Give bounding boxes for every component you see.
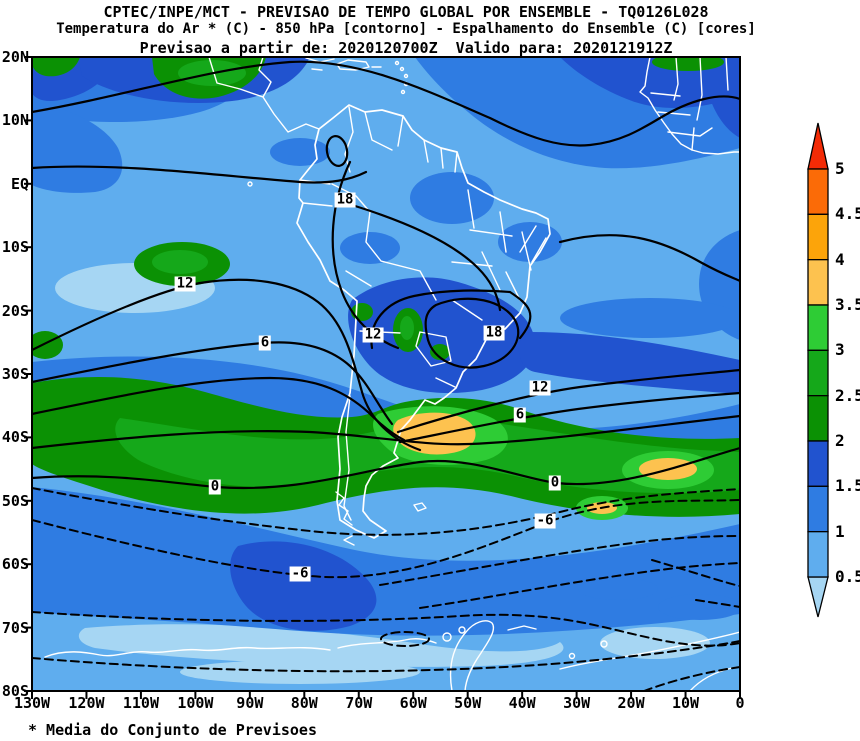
colorbar-arrow	[807, 122, 829, 170]
colorbar-tick-label: 5	[835, 159, 845, 178]
contour-label: 18	[334, 191, 356, 208]
lat-tick-label: 80S	[1, 682, 29, 700]
colorbar-tick-label: 1	[835, 521, 845, 541]
colorbar-tick-label: 1.5	[835, 476, 860, 496]
colorbar-segment	[807, 304, 829, 351]
contour-label: 12	[529, 379, 551, 396]
contour-label: 12	[362, 326, 384, 343]
contour-label: 18	[483, 324, 505, 341]
lat-tick-label: 40S	[1, 428, 29, 447]
lon-tick-label: 100W	[177, 694, 214, 712]
colorbar-tick-label: 4.5	[835, 204, 860, 224]
lon-tick-label: 120W	[68, 694, 105, 712]
colorbar-segment	[807, 440, 829, 487]
lon-tick-label: 70W	[345, 694, 373, 712]
lon-tick-label: 30W	[563, 694, 591, 712]
chart-title: CPTEC/INPE/MCT - PREVISAO DE TEMPO GLOBA…	[103, 3, 709, 21]
colorbar-segment	[807, 259, 829, 306]
lon-tick-label: 40W	[508, 694, 536, 712]
colorbar-arrow	[807, 576, 829, 618]
lat-tick-label: 30S	[1, 365, 29, 383]
colorbar-tick-label: 2.5	[835, 385, 860, 405]
contour-label: 0	[548, 474, 562, 491]
contour-label: -6	[534, 512, 556, 529]
colorbar-tick-label: 3.5	[835, 295, 860, 314]
colorbar-tick-label: 4	[835, 249, 845, 269]
chart-subtitle: Temperatura do Ar * (C) - 850 hPa [conto…	[56, 21, 756, 37]
lat-tick-label: 20N	[1, 48, 29, 66]
chart-valid-line: Previsao a partir de: 2020120700Z Valido…	[139, 39, 673, 57]
lon-tick-label: 10W	[671, 694, 700, 712]
colorbar-segment	[807, 485, 829, 533]
lon-tick-label: 50W	[454, 694, 482, 712]
colorbar-segment	[807, 168, 829, 215]
lon-tick-label: 130W	[13, 694, 51, 712]
contour-label: 6	[258, 334, 272, 351]
lon-tick-label: 0	[735, 694, 745, 712]
footnote: * Media do Conjunto de Previsoes	[28, 721, 317, 739]
lat-tick-label: 10N	[1, 111, 29, 130]
lat-tick-label: 10S	[1, 238, 29, 257]
lat-tick-label: 20S	[1, 301, 29, 320]
lat-tick-label: 50S	[1, 491, 29, 510]
lat-tick-label: 70S	[1, 618, 29, 637]
colorbar-segment	[807, 349, 829, 397]
lat-tick-label: EQ	[10, 174, 29, 193]
contour-label: -6	[289, 565, 311, 582]
axis-ticks	[24, 56, 741, 699]
spread-shading-layer	[32, 57, 740, 691]
lon-tick-label: 60W	[399, 694, 427, 712]
colorbar-tick-label: 2	[835, 431, 845, 450]
contour-label: 0	[208, 478, 222, 495]
lat-tick-label: 60S	[1, 555, 29, 574]
lon-tick-label: 110W	[122, 694, 159, 712]
map-frame	[31, 56, 741, 692]
temperature-contour-layer	[32, 60, 740, 691]
colorbar	[807, 122, 829, 618]
lon-tick-label: 90W	[236, 694, 264, 712]
contour-label: 12	[174, 275, 196, 292]
lon-tick-label: 20W	[617, 694, 645, 712]
colorbar-segment	[807, 213, 829, 261]
contour-label: 6	[513, 406, 527, 423]
colorbar-tick-label: 0.5	[835, 567, 860, 586]
lon-tick-label: 80W	[290, 694, 318, 712]
colorbar-segment	[807, 395, 829, 442]
colorbar-segment	[807, 531, 829, 578]
colorbar-tick-label: 3	[835, 340, 845, 360]
